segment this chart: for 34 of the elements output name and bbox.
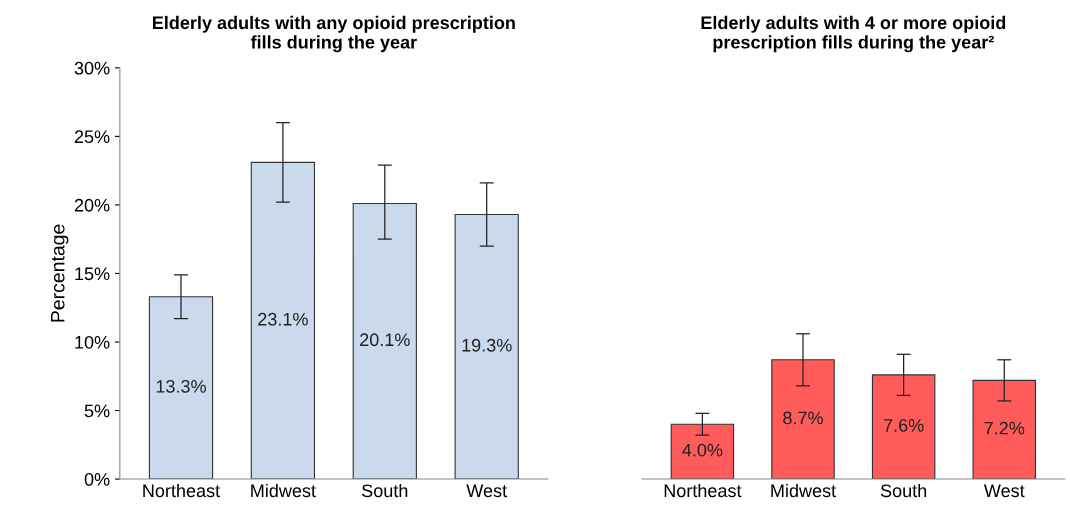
bar	[670, 423, 735, 480]
y-tick-label: 20%	[74, 198, 110, 212]
y-tick-label: 10%	[75, 335, 110, 349]
data-label: 19.3%	[462, 338, 512, 352]
x-tick-label: West	[466, 484, 507, 498]
data-label: 8.7%	[783, 411, 823, 425]
y-tick-label: 15%	[75, 267, 110, 281]
y-tick-label: 5%	[84, 404, 110, 418]
bar	[250, 161, 316, 480]
x-tick-label: South	[880, 483, 927, 498]
x-tick-label: Northeast	[143, 483, 220, 498]
data-label: 23.1%	[258, 312, 308, 326]
bar	[148, 296, 214, 480]
x-tick-label: Midwest	[251, 483, 316, 498]
bar	[972, 379, 1037, 480]
chart-title: Elderly adults with any opioid prescription fills during the year	[152, 15, 515, 53]
bar	[771, 359, 835, 480]
bar	[871, 374, 936, 480]
y-tick-label: 30%	[74, 61, 110, 75]
data-label: 20.1%	[360, 333, 410, 347]
bar	[352, 202, 417, 480]
bar	[454, 213, 519, 480]
x-tick-label: West	[983, 484, 1025, 498]
y-tick-label: 25%	[74, 130, 110, 144]
y-axis-title: Percentage	[51, 224, 69, 322]
y-tick-label: 0%	[84, 472, 110, 486]
chart-title: Elderly adults with 4 or more opioid prescription fills during the year²	[701, 15, 1006, 53]
x-tick-label: Midwest	[771, 483, 836, 498]
data-label: 7.2%	[984, 421, 1025, 435]
x-tick-label: South	[362, 483, 408, 498]
data-label: 4.0%	[682, 443, 723, 457]
data-label: 7.6%	[883, 419, 924, 432]
x-tick-label: Northeast	[664, 483, 742, 498]
data-label: 13.3%	[156, 379, 206, 393]
